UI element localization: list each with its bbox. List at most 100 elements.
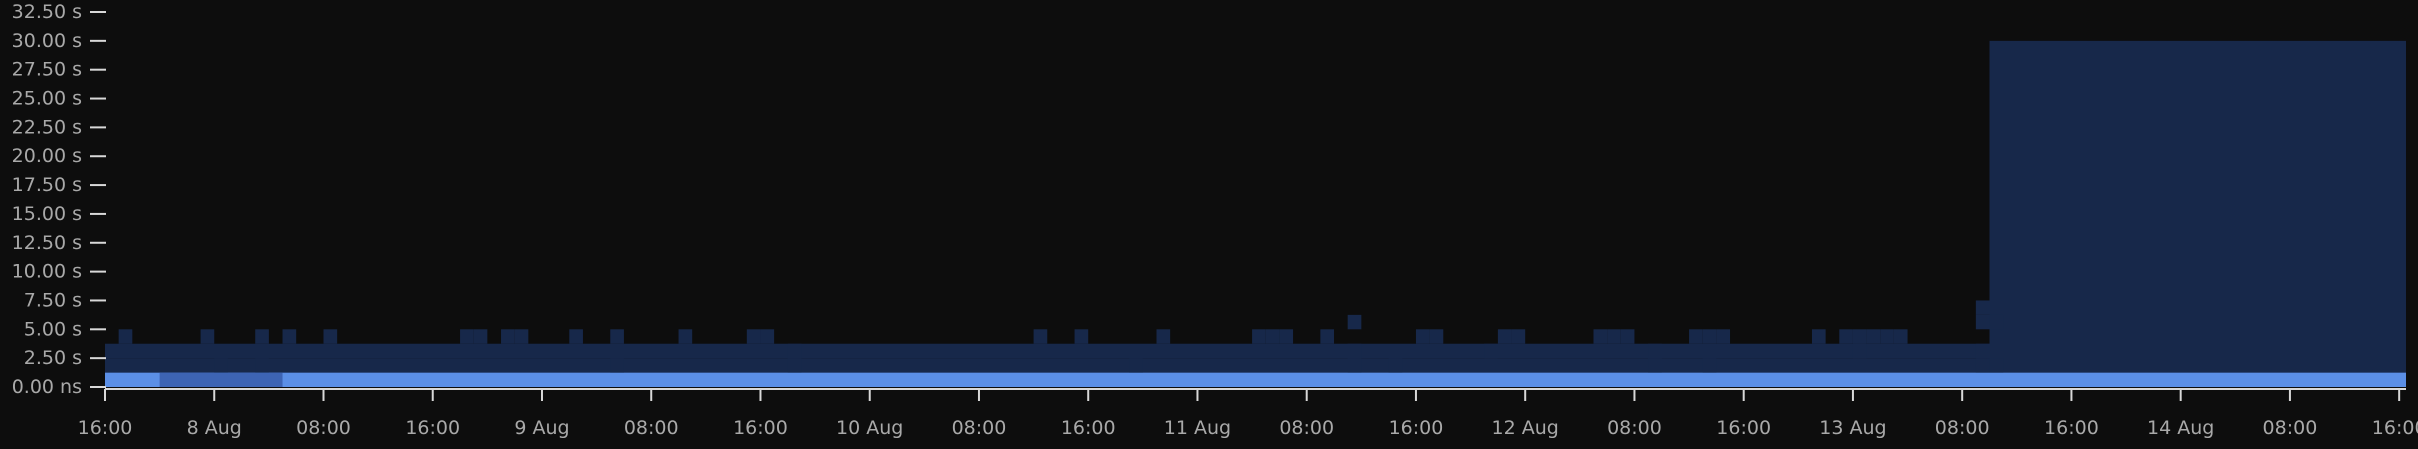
heatmap-cell — [1429, 329, 1444, 344]
x-axis: 16:00 8 Aug 08:00 16:00 9 Aug 08:00 16:00 10 Au… — [78, 388, 2418, 439]
y-tick-label: 7.50 s — [24, 289, 82, 311]
x-tick-label: 8 Aug — [187, 417, 242, 439]
heatmap-cell — [610, 358, 624, 373]
x-tick-label: 08:00 — [2263, 417, 2318, 439]
heatmap-cell — [678, 329, 693, 344]
x-tick-label: 16:00 — [1716, 417, 1771, 439]
heatmap-cell — [569, 329, 583, 344]
x-tick-label: 16:00 — [733, 417, 788, 439]
heatmap-cell — [1975, 314, 1990, 330]
y-tick-label: 17.50 s — [12, 174, 82, 196]
heatmap-cell — [1702, 358, 1717, 373]
y-tick-label: 30.00 s — [12, 30, 82, 52]
heatmap-band-3 — [1989, 40, 2406, 373]
heatmap-cell — [1320, 329, 1335, 344]
heatmap-cell — [1252, 329, 1266, 344]
x-tick-label: 16:00 — [78, 417, 133, 439]
y-tick-label: 2.50 s — [24, 347, 82, 369]
heatmap-cell — [473, 329, 488, 344]
heatmap-cell — [1648, 358, 1662, 373]
y-tick-label: 25.00 s — [12, 88, 82, 110]
heatmap-cell — [514, 329, 529, 344]
heatmap-cell — [1497, 329, 1512, 344]
x-tick-label: 12 Aug — [1492, 417, 1559, 439]
x-tick-label: 14 Aug — [2147, 417, 2214, 439]
heatmap-cell — [787, 358, 802, 373]
y-tick-label: 27.50 s — [12, 59, 82, 81]
y-tick-label: 20.00 s — [12, 145, 82, 167]
x-tick-label: 10 Aug — [836, 417, 903, 439]
heatmap-cell — [200, 329, 215, 344]
heatmap-cell — [1852, 343, 1867, 359]
x-tick-label: 9 Aug — [514, 417, 569, 439]
heatmap-cell — [1989, 314, 2004, 330]
heatmap-band-2 — [105, 358, 1990, 373]
heatmap-cell — [1593, 329, 1608, 344]
heatmap-cells — [105, 40, 2406, 387]
heatmap-cell — [1347, 358, 1362, 373]
heatmap-cell — [1989, 358, 2004, 373]
heatmap-cell — [1975, 300, 1990, 315]
heatmap-cell — [460, 329, 474, 344]
y-tick-label: 0.00 ns — [12, 376, 82, 398]
x-tick-label: 08:00 — [1279, 417, 1334, 439]
x-tick-label: 11 Aug — [1164, 417, 1231, 439]
heatmap-cell — [1607, 329, 1621, 344]
heatmap-cell — [1893, 329, 1908, 344]
x-tick-label: 08:00 — [1607, 417, 1662, 439]
heatmap-band-0 — [105, 372, 2406, 387]
y-axis: 0.00 ns 2.50 s 5.00 s 7.50 s 10.00 s 12.50 s 1… — [12, 1, 106, 398]
heatmap-cell — [1388, 358, 1403, 373]
heatmap-cell — [214, 358, 228, 373]
x-tick-label: 08:00 — [1935, 417, 1990, 439]
x-tick-label: 16:00 — [1389, 417, 1444, 439]
y-tick-label: 10.00 s — [12, 261, 82, 283]
heatmap-cell — [746, 329, 761, 344]
heatmap-cell — [1975, 343, 1990, 359]
x-tick-label: 16:00 — [2372, 417, 2418, 439]
heatmap-cell — [1702, 329, 1717, 344]
heatmap-cell — [1689, 329, 1703, 344]
heatmap-cell — [1866, 329, 1881, 344]
x-tick-label: 08:00 — [952, 417, 1007, 439]
y-tick-label: 15.00 s — [12, 203, 82, 225]
heatmap-cell — [1880, 329, 1894, 344]
heatmap-cell — [1620, 329, 1635, 344]
heatmap-cell — [282, 329, 297, 344]
heatmap-cell — [1415, 329, 1430, 344]
heatmap-cell — [787, 343, 802, 359]
heatmap-cell — [1511, 329, 1526, 344]
heatmap-cell — [1347, 314, 1362, 330]
x-tick-label: 13 Aug — [1819, 417, 1886, 439]
heatmap-cell — [1265, 329, 1280, 344]
x-tick-label: 16:00 — [405, 417, 460, 439]
x-tick-label: 08:00 — [296, 417, 351, 439]
heatmap-cell — [1716, 329, 1731, 344]
y-tick-label: 5.00 s — [24, 318, 82, 340]
heatmap-dense-segment — [159, 372, 283, 387]
y-tick-label: 32.50 s — [12, 1, 82, 23]
heatmap-cell — [255, 329, 269, 344]
y-tick-label: 22.50 s — [12, 116, 82, 138]
heatmap-cell — [501, 329, 515, 344]
x-tick-label: 16:00 — [2044, 417, 2099, 439]
heatmap-band-1 — [105, 343, 1990, 359]
heatmap-cell — [760, 329, 775, 344]
heatmap-cell — [1156, 329, 1171, 344]
x-tick-label: 16:00 — [1061, 417, 1116, 439]
heatmap-cell — [1279, 329, 1294, 344]
heatmap-cell — [1839, 329, 1853, 344]
heatmap-cell — [610, 329, 624, 344]
y-tick-label: 12.50 s — [12, 232, 82, 254]
heatmap-cell — [1648, 343, 1662, 359]
heatmap-cell — [1852, 329, 1867, 344]
heatmap-cell — [323, 329, 338, 344]
heatmap-cell — [1074, 329, 1089, 344]
heatmap-cell — [1033, 329, 1048, 344]
x-tick-label: 08:00 — [624, 417, 679, 439]
heatmap-cell — [1975, 358, 1990, 373]
heatmap-cell — [1811, 329, 1826, 344]
heatmap-cell — [1129, 358, 1143, 373]
